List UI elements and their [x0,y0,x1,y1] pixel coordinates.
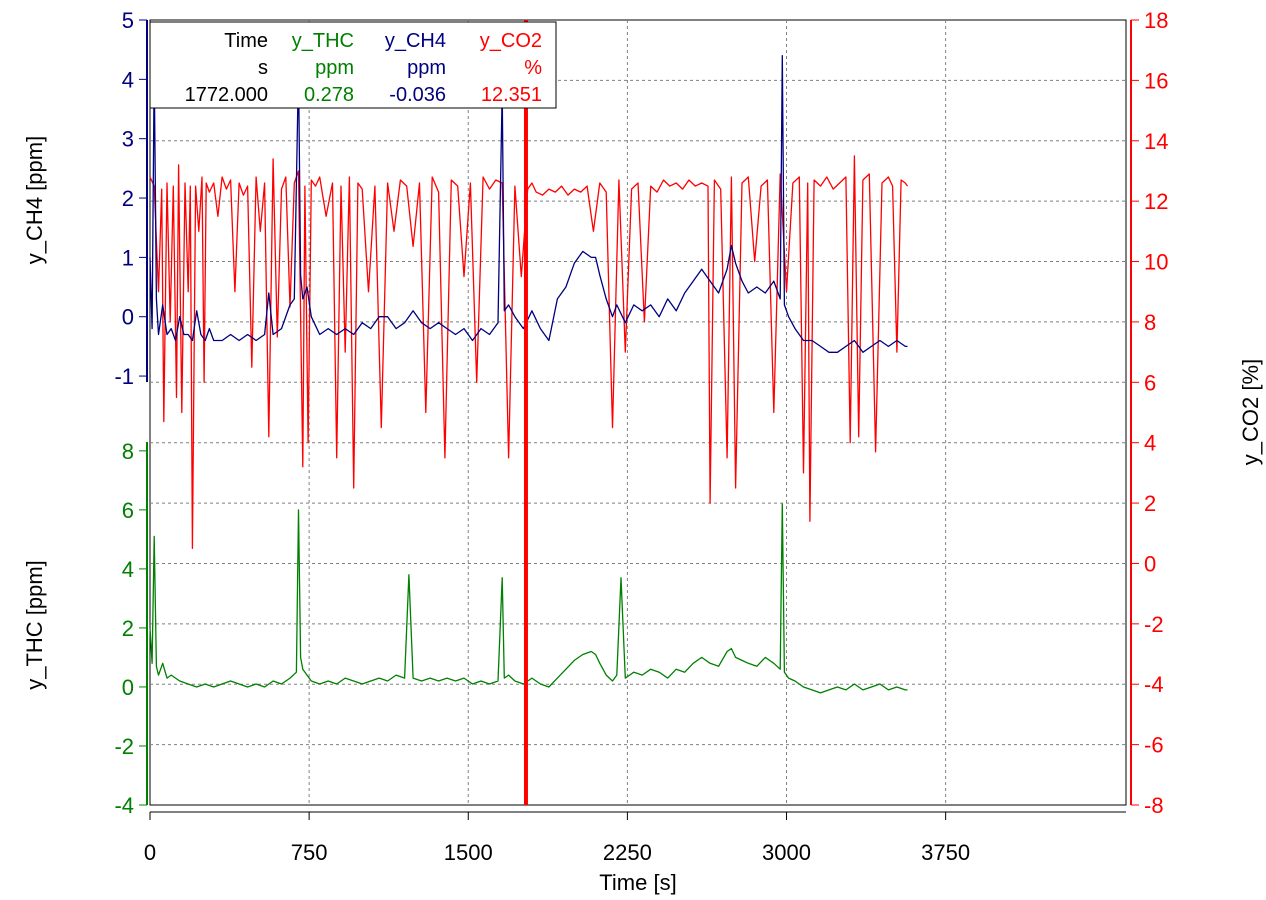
x-tick-label: 0 [144,840,156,865]
thc-tick-label: 2 [122,616,134,641]
thc-tick-label: -4 [114,793,134,818]
co2-tick-label: 6 [1144,370,1156,395]
ch4-tick-label: 1 [122,245,134,270]
x-tick-label: 1500 [444,840,493,865]
co2-tick-label: 4 [1144,431,1156,456]
x-tick-label: 3000 [762,840,811,865]
co2-tick-label: 12 [1144,189,1168,214]
legend-y-thc-name: y_THC [292,30,354,52]
co2-tick-label: -2 [1144,612,1164,637]
thc-tick-label: -2 [114,734,134,759]
plot-frame [149,19,1127,806]
co2-tick-label: -6 [1144,733,1164,758]
legend-y-co2-value: 12.351 [481,84,542,106]
co2-tick-label: 8 [1144,310,1156,335]
x-axis-title: Time [s] [599,870,676,895]
ch4-tick-label: 2 [122,186,134,211]
thc-tick-label: 4 [122,557,134,582]
co2-tick-label: 18 [1144,8,1168,33]
axes-layer [146,20,1132,813]
legend-time-name: Time [224,30,268,52]
ch4-tick-label: 5 [122,8,134,33]
ch4-tick-label: 3 [122,127,134,152]
thc-tick-label: 6 [122,498,134,523]
co2-tick-label: 10 [1144,250,1168,275]
legend-time-value: 1772.000 [185,84,268,106]
ch4-tick-label: 4 [122,67,134,92]
legend-y-ch4-name: y_CH4 [385,30,446,52]
co2-tick-label: 2 [1144,491,1156,516]
legend-time-unit: s [258,57,268,79]
x-tick-label: 750 [291,840,328,865]
co2-tick-label: 14 [1144,129,1168,154]
co2-tick-label: 16 [1144,68,1168,93]
thc-tick-label: 0 [122,675,134,700]
x-tick-label: 3750 [921,840,970,865]
legend-y-co2-unit: % [524,57,542,79]
co2-tick-label: -8 [1144,793,1164,818]
legend-y-ch4-unit: ppm [407,57,446,79]
co2-tick-label: 0 [1144,551,1156,576]
legend-y-ch4-value: -0.036 [389,84,446,106]
x-tick-label: 2250 [603,840,652,865]
ch4-tick-label: 0 [122,305,134,330]
legend-y-co2-name: y_CO2 [480,30,542,52]
co2-axis-title: y_CO2 [%] [1238,359,1263,465]
co2-tick-label: -4 [1144,672,1164,697]
ticks-layer: -1012345-4-202468-8-6-4-2024681012141618… [114,8,1168,865]
grid [150,20,1126,805]
thc-axis-title: y_THC [ppm] [22,560,47,690]
legend-y-thc-unit: ppm [315,57,354,79]
thc-tick-label: 8 [122,439,134,464]
ch4-axis-title: y_CH4 [ppm] [22,136,47,264]
legend-y-thc-value: 0.278 [304,84,354,106]
legend-background [149,21,557,109]
series-y-thc-line [149,503,908,694]
ch4-tick-label: -1 [114,364,134,389]
